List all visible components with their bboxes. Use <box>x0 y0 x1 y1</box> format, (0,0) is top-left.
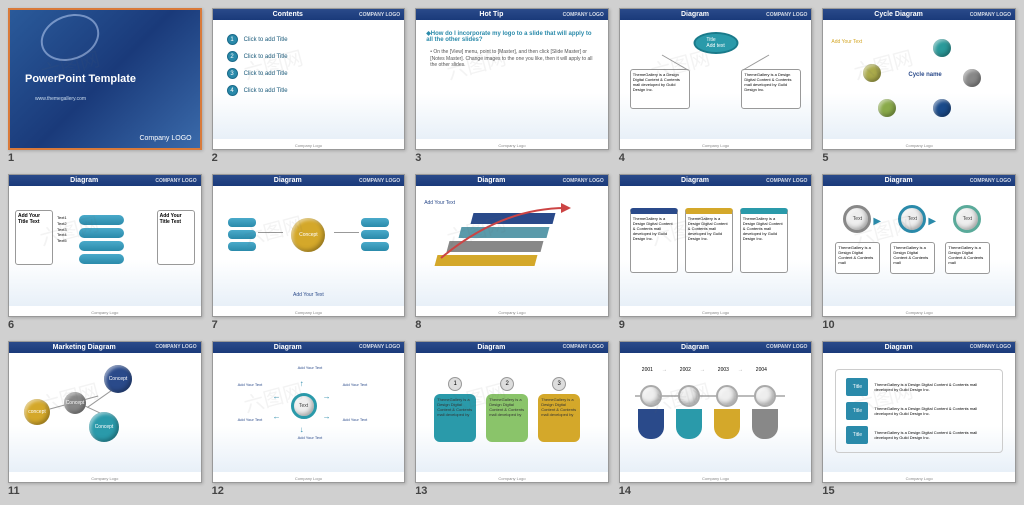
slide-thumbnail[interactable]: DiagramCOMPANY LOGOThemeGallery is a Des… <box>619 174 813 316</box>
slide-title-bar: DiagramCOMPANY LOGO <box>9 175 201 186</box>
slide-number: 5 <box>822 152 1016 164</box>
slide-number: 11 <box>8 485 202 497</box>
slide-footer: Company Logo <box>823 309 1015 316</box>
slide-footer: Company Logo <box>416 475 608 482</box>
slide-title: Diagram <box>624 11 766 18</box>
slide-footer: Company Logo <box>416 309 608 316</box>
slide-number: 13 <box>415 485 609 497</box>
slide-title: Diagram <box>217 177 359 184</box>
slide-title-bar: DiagramCOMPANY LOGO <box>823 175 1015 186</box>
slide-title: Diagram <box>624 344 766 351</box>
contents-item: 2Click to add Title <box>227 51 391 62</box>
slide-cell[interactable]: DiagramCOMPANY LOGOThemeGallery is a Des… <box>619 174 813 330</box>
slide-title-bar: Hot TipCOMPANY LOGO <box>416 9 608 20</box>
slide-title-bar: ContentsCOMPANY LOGO <box>213 9 405 20</box>
slide-number: 9 <box>619 319 813 331</box>
slide-number: 14 <box>619 485 813 497</box>
slide-footer: Company Logo <box>823 142 1015 149</box>
contents-item: 3Click to add Title <box>227 68 391 79</box>
slide-cell[interactable]: Marketing DiagramCOMPANY LOGO ConceptCon… <box>8 341 202 497</box>
contents-item: 1Click to add Title <box>227 34 391 45</box>
slide-cell[interactable]: DiagramCOMPANY LOGO 2001200220032004→→→ … <box>619 341 813 497</box>
slide-footer: Company Logo <box>620 142 812 149</box>
slide-footer: Company Logo <box>213 142 405 149</box>
slide-cell[interactable]: DiagramCOMPANY LOGO 1 ThemeGallery is a … <box>415 341 609 497</box>
slide-cell[interactable]: DiagramCOMPANY LOGOTextTextText▶▶ThemeGa… <box>822 174 1016 330</box>
slide-title: Marketing Diagram <box>13 344 155 351</box>
main-title: PowerPoint Template <box>25 73 136 85</box>
slide-footer: Company Logo <box>620 309 812 316</box>
slide-footer: Company Logo <box>9 475 201 482</box>
slide-title-bar: DiagramCOMPANY LOGO <box>213 342 405 353</box>
slide-title-bar: DiagramCOMPANY LOGO <box>213 175 405 186</box>
slide-cell[interactable]: Cycle DiagramCOMPANY LOGO Add Your Text … <box>822 8 1016 164</box>
slide-number: 8 <box>415 319 609 331</box>
slide-thumbnail[interactable]: DiagramCOMPANY LOGO 2001200220032004→→→ … <box>619 341 813 483</box>
slide-number: 12 <box>212 485 406 497</box>
slide-thumbnail[interactable]: DiagramCOMPANY LOGOTextTextText▶▶ThemeGa… <box>822 174 1016 316</box>
slide-number: 10 <box>822 319 1016 331</box>
slide-number: 6 <box>8 319 202 331</box>
slide-number: 3 <box>415 152 609 164</box>
slide-thumbnail[interactable]: DiagramCOMPANY LOGO 1 ThemeGallery is a … <box>415 341 609 483</box>
slide-title-bar: Marketing DiagramCOMPANY LOGO <box>9 342 201 353</box>
slide-thumbnail[interactable]: DiagramCOMPANY LOGO Concept Add Your Tex… <box>212 174 406 316</box>
slide-cell[interactable]: DiagramCOMPANY LOGO Concept Add Your Tex… <box>212 174 406 330</box>
slide-thumbnail[interactable]: DiagramCOMPANY LOGO Add Your Text Compan… <box>415 174 609 316</box>
slide-cell[interactable]: DiagramCOMPANY LOGO Text ↑→→↓←←Add Your … <box>212 341 406 497</box>
slide-footer: Company Logo <box>620 475 812 482</box>
slide-footer: Company Logo <box>213 309 405 316</box>
slide-thumbnail[interactable]: DiagramCOMPANY LOGO Add Your Title Text … <box>8 174 202 316</box>
slide-number: 7 <box>212 319 406 331</box>
slide-title: Diagram <box>624 177 766 184</box>
slide-title: Cycle Diagram <box>827 11 969 18</box>
slide-footer: Company Logo <box>9 309 201 316</box>
slide-cell[interactable]: Hot TipCOMPANY LOGO◆How do I incorporate… <box>415 8 609 164</box>
slide-title: Diagram <box>420 177 562 184</box>
slide-cell[interactable]: DiagramCOMPANY LOGO Add Your Title Text … <box>8 174 202 330</box>
slide-number: 1 <box>8 152 202 164</box>
slide-sorter-grid: PowerPoint Template www.themegallery.com… <box>0 0 1024 505</box>
slide-title: Contents <box>217 11 359 18</box>
slide-footer: Company Logo <box>213 475 405 482</box>
slide-cell[interactable]: DiagramCOMPANY LOGO TitleAdd text ThemeG… <box>619 8 813 164</box>
slide-thumbnail[interactable]: DiagramCOMPANY LOGO Title ThemeGallery i… <box>822 341 1016 483</box>
slide-footer: Company Logo <box>823 475 1015 482</box>
slide-title-bar: DiagramCOMPANY LOGO <box>620 175 812 186</box>
slide-thumbnail[interactable]: Marketing DiagramCOMPANY LOGO ConceptCon… <box>8 341 202 483</box>
slide-title-bar: DiagramCOMPANY LOGO <box>620 342 812 353</box>
slide-cell[interactable]: DiagramCOMPANY LOGO Add Your Text Compan… <box>415 174 609 330</box>
contents-item: 4Click to add Title <box>227 85 391 96</box>
slide-thumbnail[interactable]: Cycle DiagramCOMPANY LOGO Add Your Text … <box>822 8 1016 150</box>
slide-cell[interactable]: ContentsCOMPANY LOGO 1Click to add Title 2… <box>212 8 406 164</box>
slide-title: Diagram <box>420 344 562 351</box>
slide-thumbnail[interactable]: Hot TipCOMPANY LOGO◆How do I incorporate… <box>415 8 609 150</box>
slide-thumbnail[interactable]: DiagramCOMPANY LOGO TitleAdd text ThemeG… <box>619 8 813 150</box>
slide-title: Diagram <box>827 177 969 184</box>
slide-title-bar: DiagramCOMPANY LOGO <box>416 175 608 186</box>
slide-thumbnail[interactable]: ContentsCOMPANY LOGO 1Click to add Title 2… <box>212 8 406 150</box>
slide-title: Diagram <box>217 344 359 351</box>
slide-number: 15 <box>822 485 1016 497</box>
slide-title-bar: Cycle DiagramCOMPANY LOGO <box>823 9 1015 20</box>
slide-number: 2 <box>212 152 406 164</box>
slide-footer: Company Logo <box>416 142 608 149</box>
slide-cell[interactable]: PowerPoint Template www.themegallery.com… <box>8 8 202 164</box>
slide-title-bar: DiagramCOMPANY LOGO <box>823 342 1015 353</box>
slide-cell[interactable]: DiagramCOMPANY LOGO Title ThemeGallery i… <box>822 341 1016 497</box>
slide-title-bar: DiagramCOMPANY LOGO <box>620 9 812 20</box>
slide-thumbnail[interactable]: DiagramCOMPANY LOGO Text ↑→→↓←←Add Your … <box>212 341 406 483</box>
slide-title: Hot Tip <box>420 11 562 18</box>
slide-number: 4 <box>619 152 813 164</box>
slide-title-bar: DiagramCOMPANY LOGO <box>416 342 608 353</box>
slide-title: Diagram <box>827 344 969 351</box>
slide-thumbnail[interactable]: PowerPoint Template www.themegallery.com… <box>8 8 202 150</box>
slide-title: Diagram <box>13 177 155 184</box>
